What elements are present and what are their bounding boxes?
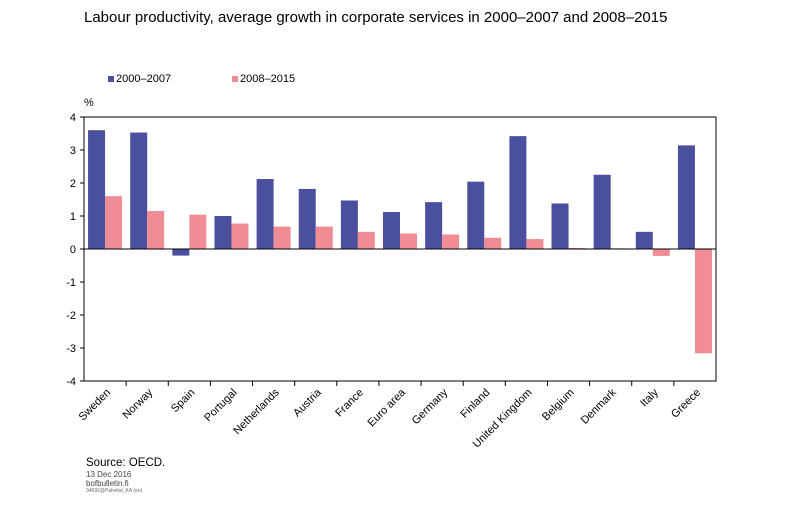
bar-series-1: [635, 231, 653, 249]
bar-series-1: [130, 132, 148, 249]
x-category-label: Germany: [410, 386, 451, 427]
legend-label-series-1: 2000–2007: [116, 73, 172, 85]
bar-series-1: [214, 216, 232, 249]
bar-series-1: [383, 212, 400, 249]
y-tick-label: -4: [66, 376, 76, 388]
bar-series-2: [400, 233, 417, 249]
bar-series-2: [357, 231, 375, 249]
y-tick-label: 4: [70, 112, 76, 124]
bar-series-1: [509, 136, 527, 249]
x-category-label: France: [333, 387, 366, 420]
bar-series-2: [273, 226, 291, 249]
bar-series-2: [652, 249, 670, 256]
source-note: Source: OECD.: [86, 457, 166, 469]
legend-label-series-2: 2008–2015: [240, 73, 296, 85]
y-tick-label: 0: [70, 244, 76, 256]
bar-series-2: [484, 237, 502, 249]
y-tick-label: 3: [70, 145, 76, 157]
x-category-label: Italy: [638, 386, 661, 409]
bar-series-2: [315, 226, 333, 249]
x-category-label: Austria: [291, 386, 324, 419]
bar-series-2: [147, 211, 165, 249]
legend-swatch-series-1: [108, 76, 114, 82]
publication-date: 13 Dec 2016: [86, 470, 132, 479]
x-category-label: Finland: [458, 387, 492, 421]
y-tick-label: -3: [66, 343, 76, 355]
x-category-label: Norway: [120, 386, 155, 421]
x-category-label: Euro area: [365, 386, 408, 429]
x-category-label: Netherlands: [231, 386, 282, 437]
y-tick-label: 2: [70, 178, 76, 190]
bar-series-2: [442, 234, 460, 249]
bar-series-1: [593, 174, 611, 249]
bar-series-2: [694, 249, 712, 354]
bar-series-2: [189, 214, 207, 249]
chart-code: 34692@Palvelut_KA (en): [86, 488, 143, 494]
bar-series-1: [172, 249, 190, 256]
x-category-label: Portugal: [202, 387, 239, 424]
bar-series-1: [88, 130, 106, 249]
chart-footer: Source: OECD. 13 Dec 2016 bofbulletin.fi…: [86, 457, 165, 495]
x-category-label: Sweden: [77, 387, 114, 424]
y-axis-unit: %: [84, 97, 94, 109]
bar-series-1: [677, 145, 695, 249]
bar-series-2: [526, 239, 544, 249]
bar-series-2: [105, 196, 123, 249]
bar-series-1: [551, 203, 569, 249]
x-category-label: Greece: [669, 387, 703, 421]
bar-series-1: [256, 179, 274, 249]
bar-series-2: [231, 223, 249, 249]
y-tick-label: 1: [70, 211, 76, 223]
bar-series-1: [425, 202, 443, 249]
bar-series-1: [340, 200, 358, 249]
y-tick-label: -2: [66, 310, 76, 322]
x-category-label: Denmark: [579, 386, 619, 426]
bar-series-1: [467, 181, 485, 249]
x-category-label: Belgium: [540, 387, 577, 424]
site-name: bofbulletin.fi: [86, 479, 129, 488]
chart-title: Labour productivity, average growth in c…: [84, 9, 668, 26]
x-category-label: Spain: [169, 387, 197, 415]
bar-series-1: [298, 188, 316, 249]
y-tick-label: -1: [66, 277, 76, 289]
legend-swatch-series-2: [232, 76, 238, 82]
